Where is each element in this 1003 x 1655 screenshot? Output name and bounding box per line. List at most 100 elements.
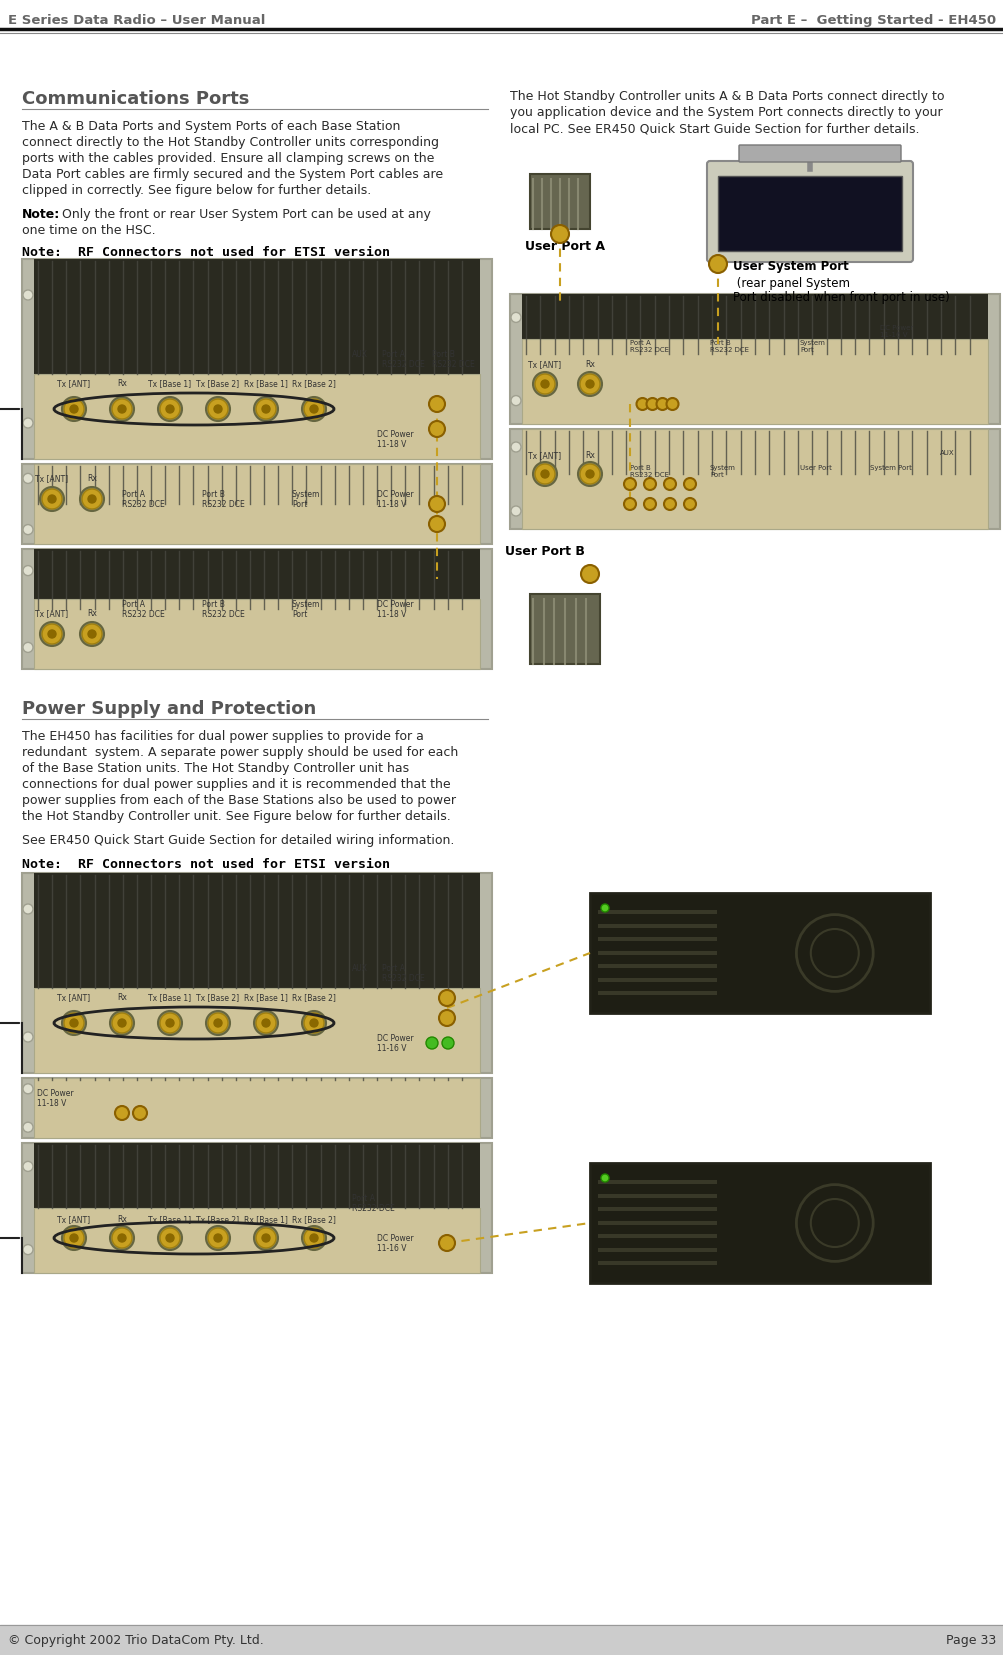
Bar — [522, 295, 987, 354]
Circle shape — [214, 1235, 222, 1243]
Circle shape — [663, 498, 675, 511]
Circle shape — [159, 1013, 180, 1033]
Circle shape — [511, 506, 521, 516]
Bar — [34, 988, 479, 1074]
Circle shape — [304, 1228, 324, 1248]
Circle shape — [511, 396, 521, 407]
Bar — [522, 430, 987, 530]
Bar — [22, 874, 491, 1074]
Bar — [22, 260, 491, 460]
Circle shape — [23, 566, 33, 576]
Circle shape — [586, 381, 594, 389]
Text: connect directly to the Hot Standby Controller units corresponding: connect directly to the Hot Standby Cont… — [22, 136, 438, 149]
Text: Rx: Rx — [585, 450, 595, 460]
Circle shape — [636, 399, 648, 410]
Circle shape — [262, 1019, 270, 1028]
Circle shape — [23, 904, 33, 915]
Circle shape — [214, 405, 222, 414]
Bar — [34, 599, 479, 670]
Circle shape — [304, 1013, 324, 1033]
Circle shape — [165, 1235, 174, 1243]
Text: DC Power
11-18 V: DC Power 11-18 V — [376, 490, 413, 510]
Bar — [717, 177, 901, 252]
Bar — [598, 978, 716, 983]
Text: System
Port: System Port — [292, 490, 320, 510]
Circle shape — [262, 1235, 270, 1243]
Circle shape — [23, 1122, 33, 1132]
Circle shape — [580, 465, 600, 485]
Circle shape — [88, 496, 96, 503]
Text: AUX: AUX — [939, 450, 954, 455]
Bar — [34, 374, 479, 460]
Bar — [34, 1144, 479, 1208]
Circle shape — [157, 397, 182, 422]
Circle shape — [62, 1226, 86, 1250]
Circle shape — [165, 405, 174, 414]
Text: Port A
RS232 DCE: Port A RS232 DCE — [122, 490, 164, 510]
Text: Rx [Base 2]: Rx [Base 2] — [292, 993, 336, 1001]
Circle shape — [624, 498, 635, 511]
Bar — [598, 910, 716, 915]
FancyBboxPatch shape — [706, 162, 912, 263]
Text: DC Power
11-16 V: DC Power 11-16 V — [376, 1233, 413, 1253]
Text: Port B
RS232 DCE: Port B RS232 DCE — [709, 339, 748, 353]
Text: Rx: Rx — [87, 609, 97, 617]
Text: Data Port cables are firmly secured and the System Port cables are: Data Port cables are firmly secured and … — [22, 167, 442, 180]
Text: User Port: User Port — [799, 465, 831, 470]
Text: Tx [ANT]: Tx [ANT] — [57, 993, 90, 1001]
Circle shape — [643, 478, 655, 490]
Circle shape — [70, 1019, 78, 1028]
Circle shape — [206, 1226, 230, 1250]
Circle shape — [159, 401, 180, 420]
Bar — [34, 549, 479, 609]
Text: Note:  RF Connectors not used for ETSI version: Note: RF Connectors not used for ETSI ve… — [22, 857, 389, 871]
Text: User System Port: User System Port — [732, 260, 848, 273]
Text: Tx [Base 1]: Tx [Base 1] — [148, 1215, 192, 1223]
Circle shape — [666, 399, 678, 410]
Text: The Hot Standby Controller units A & B Data Ports connect directly to: The Hot Standby Controller units A & B D… — [510, 89, 944, 103]
Circle shape — [64, 1013, 84, 1033]
Bar — [34, 1208, 479, 1273]
Circle shape — [304, 401, 324, 420]
Bar — [598, 1235, 716, 1238]
Circle shape — [601, 904, 609, 912]
Bar — [22, 1144, 491, 1273]
Circle shape — [118, 1235, 125, 1243]
Text: Rx: Rx — [117, 1215, 126, 1223]
Circle shape — [23, 291, 33, 301]
Bar — [34, 465, 479, 544]
Text: Rx [Base 2]: Rx [Base 2] — [292, 1215, 336, 1223]
Text: Rx [Base 1]: Rx [Base 1] — [244, 993, 288, 1001]
Bar — [598, 1221, 716, 1225]
Text: Port B
RS232 DCE: Port B RS232 DCE — [431, 349, 474, 369]
Bar — [530, 175, 590, 230]
Text: System Port: System Port — [870, 465, 911, 470]
Text: Tx [ANT]: Tx [ANT] — [57, 379, 90, 387]
Text: System
Port: System Port — [799, 339, 825, 353]
Text: power supplies from each of the Base Stations also be used to power: power supplies from each of the Base Sta… — [22, 793, 455, 806]
Circle shape — [310, 1019, 318, 1028]
Circle shape — [110, 1226, 133, 1250]
Circle shape — [64, 1228, 84, 1248]
Text: Rx: Rx — [117, 379, 126, 387]
Text: clipped in correctly. See figure below for further details.: clipped in correctly. See figure below f… — [22, 184, 371, 197]
Text: DC Power
11-16 V: DC Power 11-16 V — [879, 324, 913, 338]
Text: you application device and the System Port connects directly to your: you application device and the System Po… — [510, 106, 942, 119]
Circle shape — [82, 490, 102, 510]
Bar — [0, 1625, 1003, 1655]
Circle shape — [256, 401, 276, 420]
Circle shape — [64, 401, 84, 420]
Circle shape — [42, 490, 62, 510]
Text: Port A
RS232 DCE: Port A RS232 DCE — [122, 599, 164, 619]
Circle shape — [683, 498, 695, 511]
Text: the Hot Standby Controller unit. See Figure below for further details.: the Hot Standby Controller unit. See Fig… — [22, 809, 450, 823]
Text: User Port A: User Port A — [525, 240, 605, 253]
Text: System
Port: System Port — [709, 465, 735, 478]
Bar — [598, 952, 716, 955]
Circle shape — [511, 313, 521, 323]
Circle shape — [708, 257, 726, 273]
Bar — [34, 260, 479, 374]
Text: Port A
RS232 DCE: Port A RS232 DCE — [381, 963, 424, 983]
Bar — [598, 965, 716, 968]
Circle shape — [578, 372, 602, 397]
